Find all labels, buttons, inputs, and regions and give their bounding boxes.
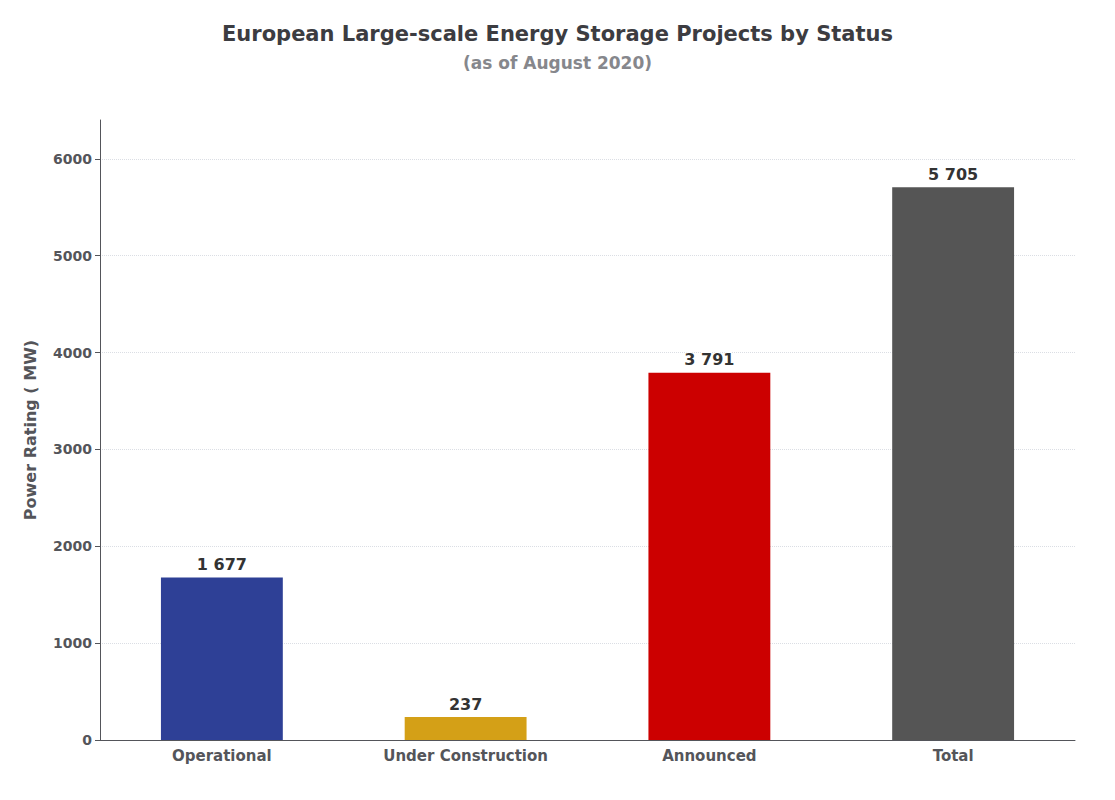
- svg-text:3 791: 3 791: [684, 350, 734, 369]
- svg-text:Announced: Announced: [662, 747, 756, 765]
- svg-text:5 705: 5 705: [928, 165, 978, 184]
- svg-text:1 677: 1 677: [197, 555, 247, 574]
- svg-text:(as of August 2020): (as of August 2020): [463, 53, 652, 73]
- svg-text:6000: 6000: [53, 151, 92, 167]
- svg-text:Operational: Operational: [172, 747, 272, 765]
- svg-text:Under Construction: Under Construction: [383, 747, 548, 765]
- svg-text:European Large-scale Energy St: European Large-scale Energy Storage Proj…: [222, 22, 893, 46]
- svg-text:Total: Total: [933, 747, 974, 765]
- svg-text:4000: 4000: [53, 345, 92, 361]
- svg-text:3000: 3000: [53, 441, 92, 457]
- svg-text:2000: 2000: [53, 538, 92, 554]
- svg-text:1000: 1000: [53, 635, 92, 651]
- svg-text:Power Rating ( MW): Power Rating ( MW): [21, 340, 40, 520]
- svg-text:5000: 5000: [53, 248, 92, 264]
- svg-text:0: 0: [82, 732, 92, 748]
- svg-text:237: 237: [449, 695, 482, 714]
